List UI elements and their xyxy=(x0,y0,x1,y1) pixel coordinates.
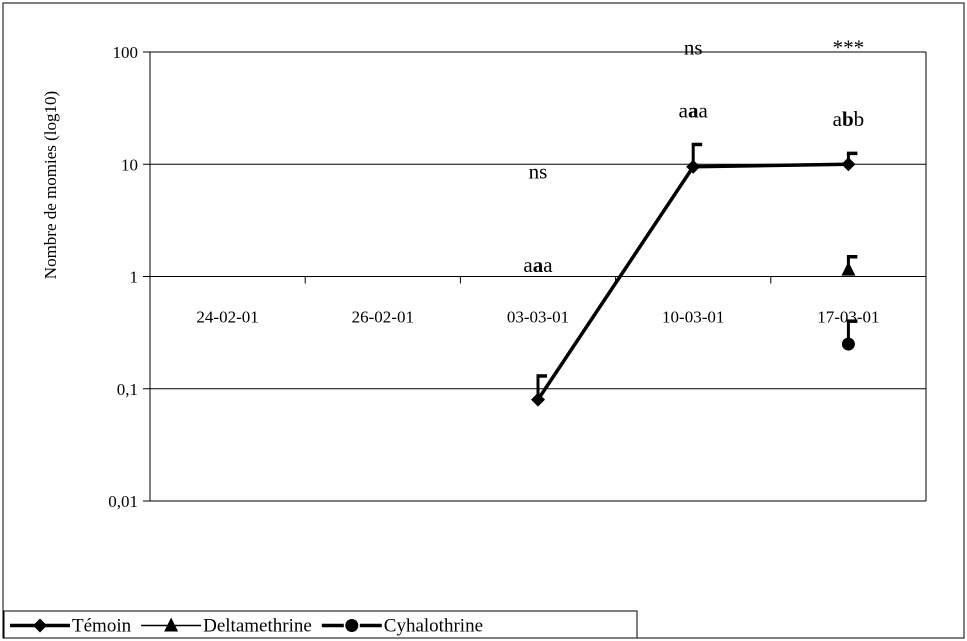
y-tick-label-0-01: 0,01 xyxy=(108,492,138,511)
annotation-part: *** xyxy=(833,36,865,60)
x-tick-label-10-03-01: 10-03-01 xyxy=(662,308,724,327)
legend-marker-cyhalothrine xyxy=(345,619,359,632)
annotation-part: a xyxy=(523,253,533,277)
annotation-part: a xyxy=(688,99,699,123)
y-axis-label: Nombre de momies (log10) xyxy=(41,91,60,279)
point-cyhalothrine-17-03-01 xyxy=(841,337,855,351)
annotation-part: ns xyxy=(529,159,548,183)
y-tick-labels: 100 10 1 0,1 0,01 xyxy=(108,43,138,511)
legend-label-temoin: Témoin xyxy=(72,616,132,637)
series-cyhalothrine xyxy=(841,319,858,351)
legend-item-deltamethrine: Deltamethrine xyxy=(141,616,312,637)
annotation-part: b xyxy=(842,107,854,131)
point-temoin-17-03-01 xyxy=(841,157,856,172)
annotation-part: a xyxy=(833,107,843,131)
annotation-10-03-01-2: ns xyxy=(684,36,703,60)
point-temoin-10-03-01 xyxy=(686,159,701,174)
series-temoin xyxy=(531,142,858,407)
x-tick-label-17-03-01: 17-03-01 xyxy=(817,308,879,327)
legend-box xyxy=(3,610,638,639)
legend: Témoin Deltamethrine Cyhalothrine xyxy=(3,610,638,639)
y-tick-label-10: 10 xyxy=(121,155,138,174)
annotation-part: a xyxy=(679,99,689,123)
annotation-part: b xyxy=(854,107,865,131)
legend-label-deltamethrine: Deltamethrine xyxy=(203,616,312,637)
annotation-03-03-01-1: aaa xyxy=(523,253,553,277)
x-tick-label-26-02-01: 26-02-01 xyxy=(352,308,414,327)
y-tick-label-1: 1 xyxy=(130,268,139,287)
x-tick-labels: 24-02-01 26-02-01 03-03-01 10-03-01 17-03-01 xyxy=(196,308,879,327)
legend-label-cyhalothrine: Cyhalothrine xyxy=(384,616,483,637)
legend-marker-deltamethrine xyxy=(164,617,179,632)
annotation-part: a xyxy=(543,253,553,277)
point-deltamethrine-17-03-01 xyxy=(841,261,856,276)
y-tick-label-0-1: 0,1 xyxy=(117,380,138,399)
series-layer xyxy=(531,142,858,407)
legend-item-cyhalothrine: Cyhalothrine xyxy=(321,616,483,637)
x-tick-label-03-03-01: 03-03-01 xyxy=(507,308,569,327)
annotation-part: a xyxy=(533,253,544,277)
annotation-part: ns xyxy=(684,36,703,60)
legend-marker-temoin xyxy=(33,618,47,633)
y-tick-label-100: 100 xyxy=(113,43,139,62)
annotation-10-03-01-3: aaa xyxy=(679,99,709,123)
grid-lines xyxy=(143,51,927,502)
series-deltamethrine xyxy=(841,254,858,276)
x-tick-label-24-02-01: 24-02-01 xyxy=(196,308,258,327)
annotation-03-03-01-0: ns xyxy=(529,159,548,183)
point-temoin-03-03-01 xyxy=(531,392,545,407)
annotation-17-03-01-5: abb xyxy=(833,107,865,131)
annotation-part: a xyxy=(698,99,708,123)
annotation-17-03-01-4: *** xyxy=(833,36,865,60)
legend-item-temoin: Témoin xyxy=(10,616,132,637)
